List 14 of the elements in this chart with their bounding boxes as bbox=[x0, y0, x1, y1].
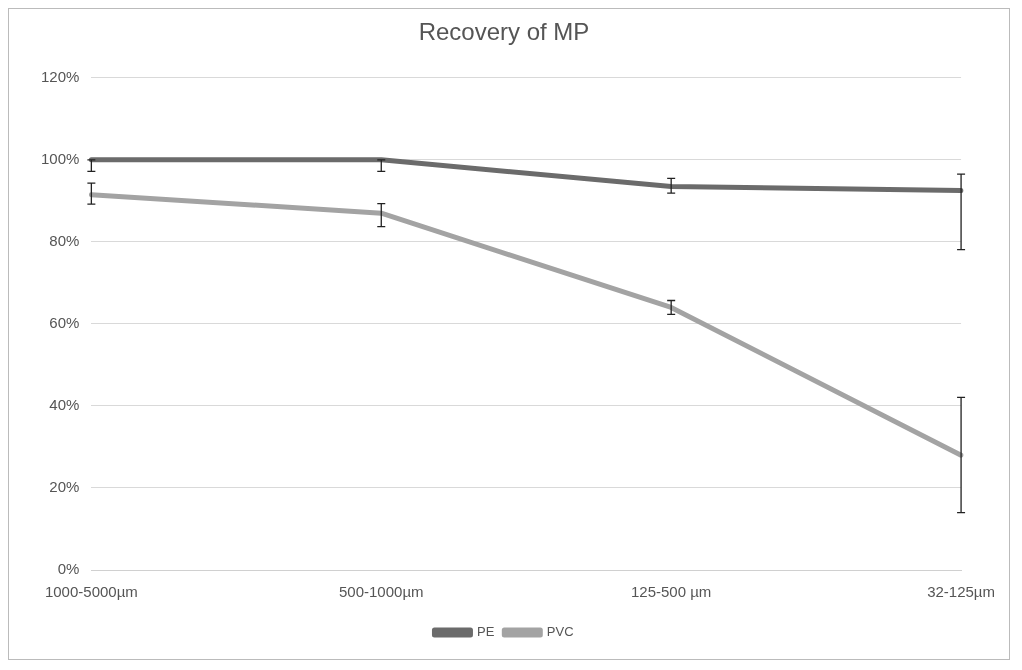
y-tick-label: 120% bbox=[40, 67, 80, 85]
y-tick-label: 100% bbox=[40, 149, 80, 167]
legend-label: PE bbox=[476, 624, 495, 640]
legend-label: PVC bbox=[546, 624, 574, 640]
y-tick-label: 20% bbox=[49, 478, 80, 496]
y-tick-label: 0% bbox=[57, 560, 80, 578]
y-tick-label: 40% bbox=[49, 396, 80, 414]
chart-title: Recovery of MP bbox=[418, 18, 590, 46]
x-tick-label: 500-1000µm bbox=[339, 583, 424, 601]
x-tick-label: 1000-5000µm bbox=[44, 583, 138, 601]
y-tick-label: 60% bbox=[49, 314, 80, 332]
x-tick-label: 125-500 µm bbox=[630, 583, 712, 601]
y-tick-label: 80% bbox=[49, 232, 80, 250]
x-tick-label: 32-125µm bbox=[927, 583, 996, 601]
